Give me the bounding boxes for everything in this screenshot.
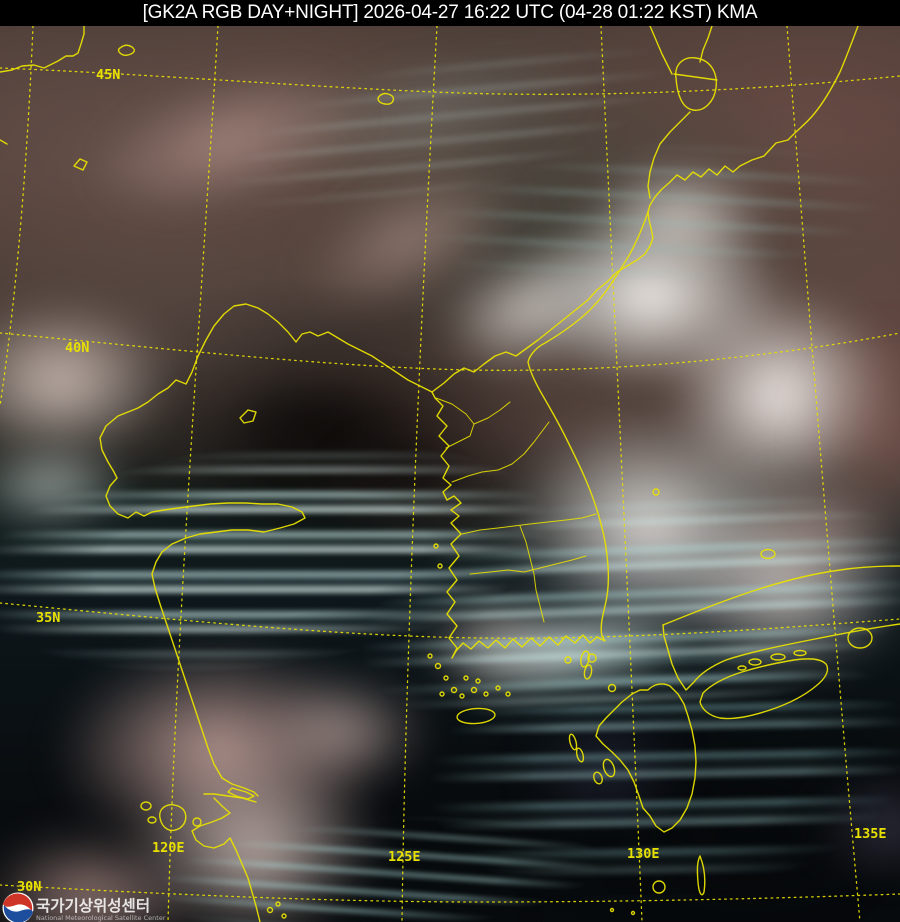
lon-label-120e: 120E bbox=[152, 840, 185, 856]
title-text: [GK2A RGB DAY+NIGHT] 2026-04-27 16:22 UT… bbox=[142, 2, 758, 23]
cloud-layer bbox=[0, 26, 900, 922]
graticule bbox=[0, 26, 900, 922]
lat-label-30n: 30N bbox=[17, 879, 41, 895]
logo-emblem bbox=[2, 892, 34, 922]
logo-org-name-ko: 국가기상위성센터 bbox=[36, 897, 150, 915]
lat-line-45n bbox=[0, 67, 900, 95]
lon-line-130e bbox=[600, 26, 643, 922]
map-overlay: 45N 40N 35N 30N 120E 125E 130E 135E 국가기상… bbox=[0, 26, 900, 922]
lon-line-125e bbox=[401, 26, 438, 922]
lon-label-125e: 125E bbox=[388, 849, 421, 865]
kma-nmsc-logo: 국가기상위성센터 National Meteorological Satelli… bbox=[2, 892, 166, 922]
lat-label-35n: 35N bbox=[36, 610, 60, 626]
lon-line-120e bbox=[167, 26, 219, 922]
logo-org-name-en: National Meteorological Satellite Center bbox=[36, 914, 166, 922]
graticule-labels: 45N 40N 35N 30N 120E 125E 130E 135E bbox=[17, 67, 887, 895]
coastlines bbox=[0, 26, 900, 922]
satellite-map: 45N 40N 35N 30N 120E 125E 130E 135E 국가기상… bbox=[0, 26, 900, 922]
lat-line-40n bbox=[0, 332, 900, 371]
logo-red-swirl bbox=[3, 893, 33, 911]
lat-label-40n: 40N bbox=[65, 340, 89, 356]
lon-label-135e: 135E bbox=[854, 826, 887, 842]
lat-line-30n bbox=[0, 884, 900, 903]
lon-line-135e bbox=[786, 26, 861, 922]
lat-line-35n bbox=[0, 602, 900, 639]
title-bar: [GK2A RGB DAY+NIGHT] 2026-04-27 16:22 UT… bbox=[0, 0, 900, 26]
lon-line-115e bbox=[0, 26, 34, 407]
lat-label-45n: 45N bbox=[96, 67, 120, 83]
logo-blue-swirl bbox=[3, 905, 33, 922]
lon-label-130e: 130E bbox=[627, 846, 660, 862]
